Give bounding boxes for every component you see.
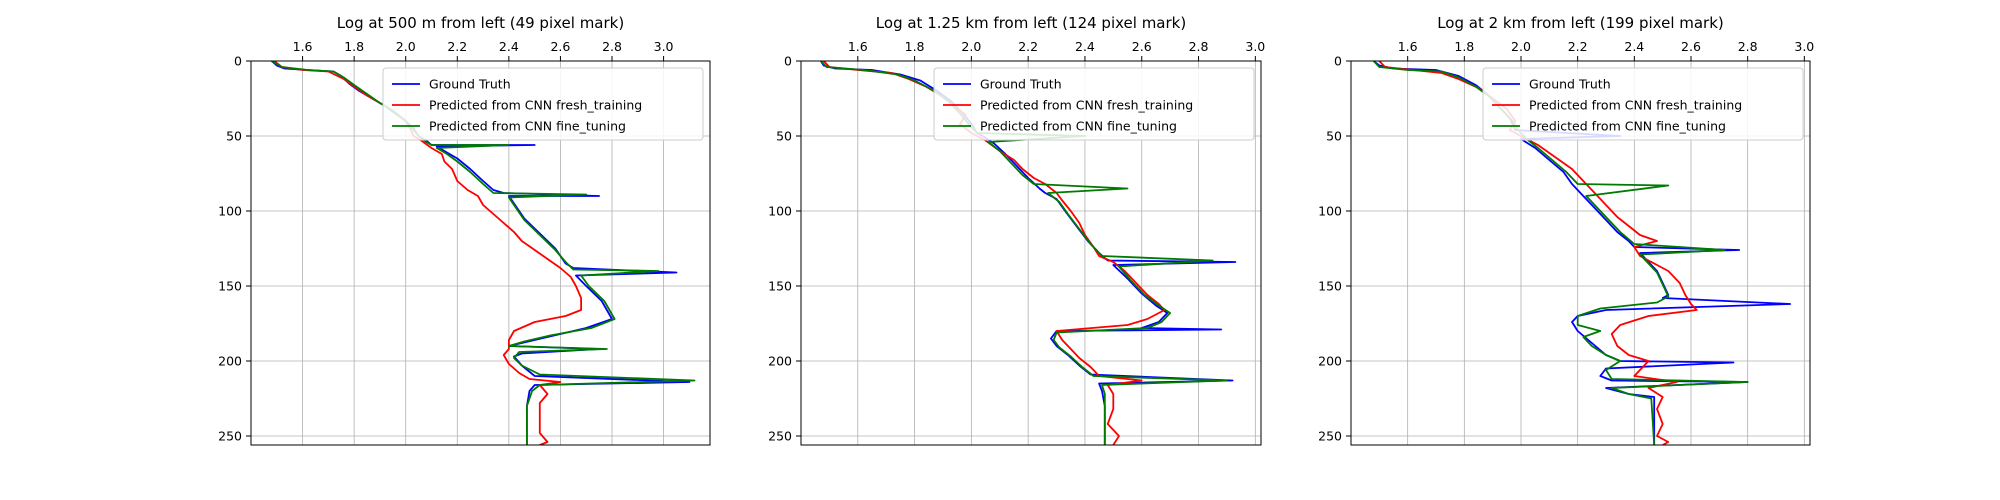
x-tick-label: 2.4 [499, 39, 519, 54]
y-tick-label: 200 [1318, 354, 1342, 369]
y-tick-label: 50 [1326, 129, 1342, 144]
x-tick-label: 1.8 [905, 39, 925, 54]
x-tick-label: 2.2 [1568, 39, 1588, 54]
chart-title: Log at 1.25 km from left (124 pixel mark… [876, 14, 1186, 32]
x-tick-label: 2.8 [1738, 39, 1758, 54]
legend-label: Predicted from CNN fresh_training [980, 98, 1193, 113]
legend-label: Ground Truth [429, 77, 511, 92]
plot-frame [800, 60, 1262, 446]
y-tick-label: 150 [1318, 279, 1342, 294]
legend-box [933, 67, 1255, 141]
x-tick-label: 2.4 [1624, 39, 1644, 54]
x-tick-label: 3.0 [654, 39, 674, 54]
x-tick-label: 1.6 [848, 39, 868, 54]
y-tick-label: 0 [784, 54, 792, 69]
x-tick-label: 1.6 [293, 39, 313, 54]
legend: Ground Truth Predicted from CNN fresh_tra… [1482, 67, 1804, 141]
x-tick-label: 2.6 [1681, 39, 1701, 54]
x-tick-label: 2.6 [1132, 39, 1152, 54]
x-tick-label: 1.8 [344, 39, 364, 54]
y-tick-label: 250 [218, 429, 242, 444]
x-tick-label: 1.6 [1398, 39, 1418, 54]
y-tick-label: 50 [226, 129, 242, 144]
legend-label: Predicted from CNN fresh_training [429, 98, 642, 113]
subplot-1: 1.6 1.8 2.0 2.2 2.4 2.6 2.8 3.0 0 50 100 150 200 250 L… [218, 14, 711, 446]
x-tick-label: 1.8 [1454, 39, 1474, 54]
x-tick-label: 2.2 [1018, 39, 1038, 54]
legend-box [1482, 67, 1804, 141]
x-tick-label: 2.4 [1075, 39, 1095, 54]
legend: Ground Truth Predicted from CNN fresh_tra… [933, 67, 1255, 141]
y-tick-label: 150 [768, 279, 792, 294]
x-tick-label: 2.8 [1189, 39, 1209, 54]
subplot-2: 1.6 1.8 2.0 2.2 2.4 2.6 2.8 3.0 0 50 100 150 200 250 L… [768, 14, 1265, 446]
subplot-3: 1.6 1.8 2.0 2.2 2.4 2.6 2.8 3.0 0 50 100 150 200 250 L… [1318, 14, 1814, 446]
x-tick-label: 2.2 [447, 39, 467, 54]
y-tick-label: 50 [776, 129, 792, 144]
x-tick-label: 2.8 [602, 39, 622, 54]
legend-label: Predicted from CNN fresh_training [1529, 98, 1742, 113]
legend-label: Ground Truth [980, 77, 1062, 92]
y-tick-label: 250 [768, 429, 792, 444]
x-tick-label: 2.0 [396, 39, 416, 54]
y-tick-label: 150 [218, 279, 242, 294]
y-tick-label: 100 [768, 204, 792, 219]
legend: Ground Truth Predicted from CNN fresh_tra… [382, 67, 704, 141]
chart-title: Log at 2 km from left (199 pixel mark) [1437, 14, 1724, 32]
legend-label: Predicted from CNN fine_tuning [429, 119, 626, 134]
x-tick-label: 3.0 [1794, 39, 1814, 54]
y-tick-label: 100 [218, 204, 242, 219]
x-tick-label: 2.6 [550, 39, 570, 54]
y-tick-label: 0 [234, 54, 242, 69]
legend-box [382, 67, 704, 141]
y-tick-label: 0 [1334, 54, 1342, 69]
legend-label: Predicted from CNN fine_tuning [980, 119, 1177, 134]
chart-title: Log at 500 m from left (49 pixel mark) [337, 14, 624, 32]
plot-frame [250, 60, 711, 446]
y-tick-label: 200 [768, 354, 792, 369]
y-tick-label: 100 [1318, 204, 1342, 219]
y-tick-label: 200 [218, 354, 242, 369]
legend-label: Ground Truth [1529, 77, 1611, 92]
x-tick-label: 3.0 [1245, 39, 1265, 54]
x-tick-label: 2.0 [961, 39, 981, 54]
y-tick-label: 250 [1318, 429, 1342, 444]
plot-frame [1350, 60, 1811, 446]
legend-label: Predicted from CNN fine_tuning [1529, 119, 1726, 134]
x-tick-label: 2.0 [1511, 39, 1531, 54]
